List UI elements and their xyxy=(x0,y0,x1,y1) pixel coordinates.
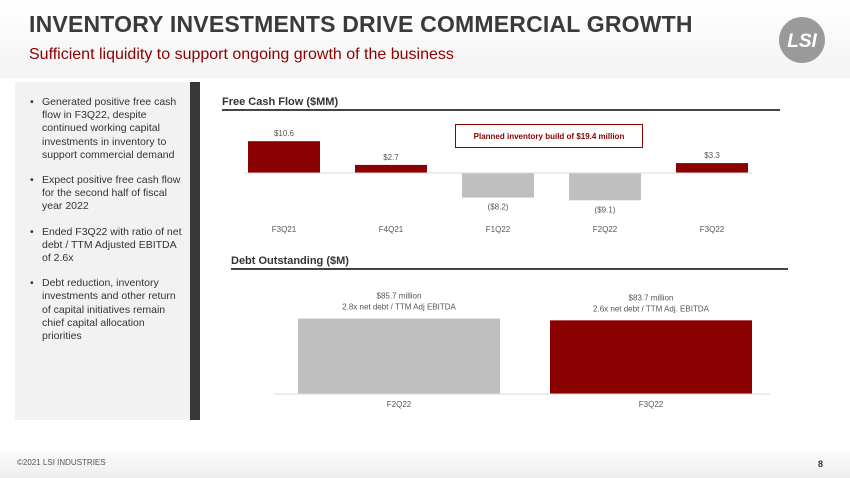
svg-text:LSI: LSI xyxy=(787,31,817,52)
fcf-category-label: F3Q21 xyxy=(272,225,297,234)
debt-data-label: $83.7 million xyxy=(629,293,674,302)
fcf-chart: $10.6 F3Q21 $2.7 F4Q21 ($8.2) F1Q22 ($9.1) F2Q2… xyxy=(244,129,752,234)
fcf-bar xyxy=(248,141,320,173)
fcf-category-label: F2Q22 xyxy=(593,225,618,234)
footer-band xyxy=(0,452,850,478)
fcf-section-title: Free Cash Flow ($MM) xyxy=(222,96,339,108)
bullet-item: • Expect positive free cash flow for the … xyxy=(30,174,181,213)
header-band xyxy=(0,0,850,78)
fcf-data-label: $10.6 xyxy=(274,129,295,138)
fcf-bar xyxy=(462,173,534,198)
sidebar-accent-bar xyxy=(190,82,200,420)
debt-ratio-label: 2.8x net debt / TTM Adj EBITDA xyxy=(342,303,456,312)
debt-bar xyxy=(298,318,500,394)
fcf-data-label: ($8.2) xyxy=(488,203,509,212)
fcf-data-label: ($9.1) xyxy=(595,205,616,214)
fcf-bar xyxy=(569,173,641,201)
sidebar-panel xyxy=(15,82,190,420)
fcf-section-rule xyxy=(222,109,780,111)
bullet-text: Debt reduction, inventory investments an… xyxy=(42,277,176,343)
footer-copyright: ©2021 LSI INDUSTRIES xyxy=(17,458,106,467)
page-title: INVENTORY INVESTMENTS DRIVE COMMERCIAL G… xyxy=(29,11,693,37)
fcf-category-label: F4Q21 xyxy=(379,225,404,234)
debt-category-label: F3Q22 xyxy=(639,400,664,409)
debt-chart: $85.7 million 2.8x net debt / TTM Adj EBI… xyxy=(274,292,770,409)
fcf-bar xyxy=(676,163,748,173)
bullet-item: • Generated positive free cash flow in F3… xyxy=(30,96,177,161)
debt-ratio-label: 2.6x net debt / TTM Adj. EBITDA xyxy=(593,304,710,313)
fcf-category-label: F3Q22 xyxy=(700,225,725,234)
debt-section-rule xyxy=(231,268,788,270)
debt-data-label: $85.7 million xyxy=(377,292,422,301)
fcf-data-label: $3.3 xyxy=(704,151,720,160)
bullet-text: Generated positive free cash flow in F3Q… xyxy=(42,96,177,161)
debt-category-label: F2Q22 xyxy=(387,400,412,409)
bullet-list: • Generated positive free cash flow in F3… xyxy=(24,96,184,355)
bullet-item: • Ended F3Q22 with ratio of net debt / TT… xyxy=(30,225,182,265)
fcf-bar xyxy=(355,164,427,173)
lsi-logo-icon: LSI xyxy=(779,17,825,63)
page-number: 8 xyxy=(818,459,824,469)
page-subtitle: Sufficient liquidity to support ongoing … xyxy=(29,46,454,63)
bullet-item: • Debt reduction, inventory investments a… xyxy=(30,277,176,343)
debt-section-title: Debt Outstanding ($M) xyxy=(231,255,349,267)
bullet-text: Expect positive free cash flow for the s… xyxy=(42,174,181,213)
debt-bar xyxy=(550,320,752,394)
fcf-category-label: F1Q22 xyxy=(486,225,511,234)
fcf-data-label: $2.7 xyxy=(383,153,399,162)
bullet-text: Ended F3Q22 with ratio of net debt / TTM… xyxy=(42,225,182,265)
inventory-callout: Planned inventory build of $19.4 million xyxy=(455,124,643,148)
